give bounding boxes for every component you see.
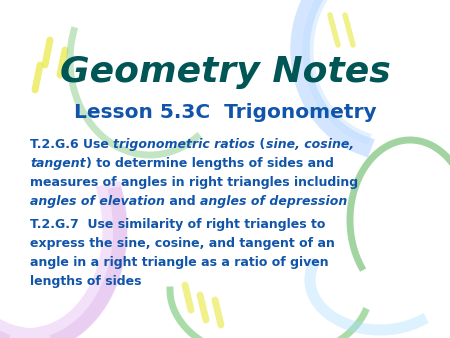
Text: and: and — [165, 195, 200, 208]
Text: T.2.G.7  Use similarity of right triangles to: T.2.G.7 Use similarity of right triangle… — [30, 218, 325, 231]
Text: T.2.G.6 Use: T.2.G.6 Use — [30, 138, 113, 151]
Text: ) to determine lengths of sides and: ) to determine lengths of sides and — [86, 157, 333, 170]
Text: sine, cosine,: sine, cosine, — [266, 138, 354, 151]
Text: measures of angles in right triangles including: measures of angles in right triangles in… — [30, 176, 358, 189]
Text: express the sine, cosine, and tangent of an: express the sine, cosine, and tangent of… — [30, 237, 335, 250]
Text: (: ( — [255, 138, 266, 151]
Text: angles of depression: angles of depression — [200, 195, 347, 208]
Text: Lesson 5.3C  Trigonometry: Lesson 5.3C Trigonometry — [74, 103, 376, 122]
Text: angle in a right triangle as a ratio of given: angle in a right triangle as a ratio of … — [30, 256, 328, 269]
Text: tangent: tangent — [30, 157, 86, 170]
Text: angles of elevation: angles of elevation — [30, 195, 165, 208]
Text: lengths of sides: lengths of sides — [30, 275, 141, 288]
Text: Geometry Notes: Geometry Notes — [59, 55, 391, 89]
Text: trigonometric ratios: trigonometric ratios — [113, 138, 255, 151]
